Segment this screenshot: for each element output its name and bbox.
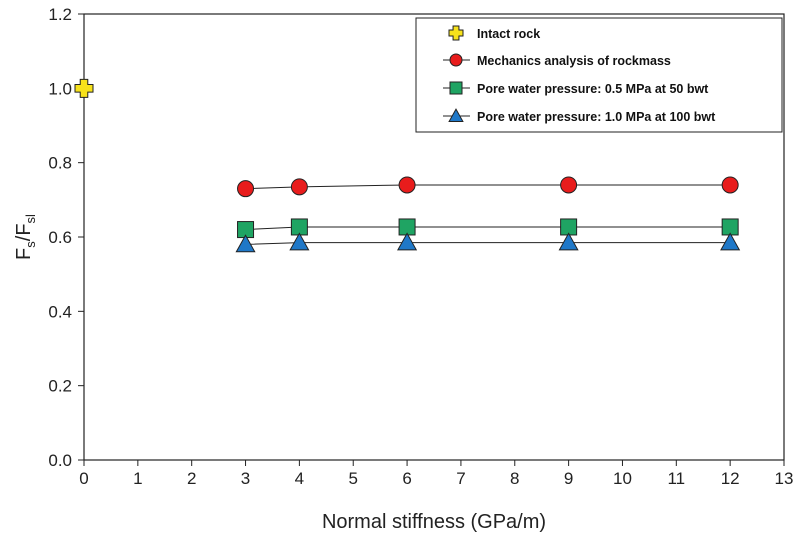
series-0 bbox=[74, 78, 94, 98]
data-point bbox=[397, 232, 418, 251]
x-axis-ticks: 0 1 2 3 4 5 6 7 8 9 10 11 12 13 bbox=[79, 460, 793, 488]
data-point bbox=[721, 176, 739, 194]
data-point bbox=[720, 232, 741, 251]
x-tick-label: 1 bbox=[133, 469, 142, 488]
data-point bbox=[558, 232, 579, 251]
y-tick-label: 0.6 bbox=[48, 228, 72, 247]
data-point bbox=[235, 234, 256, 253]
data-point bbox=[237, 180, 255, 198]
y-axis-title: Fs/Fsl bbox=[13, 214, 38, 260]
legend-label: Pore water pressure: 0.5 MPa at 50 bwt bbox=[477, 82, 709, 96]
x-tick-label: 9 bbox=[564, 469, 573, 488]
legend-marker bbox=[448, 108, 464, 123]
x-tick-label: 7 bbox=[456, 469, 465, 488]
data-point bbox=[560, 176, 578, 194]
y-axis-title-sub2: sl bbox=[23, 214, 38, 224]
data-point bbox=[74, 78, 94, 98]
legend-label: Pore water pressure: 1.0 MPa at 100 bwt bbox=[477, 110, 716, 124]
series-line bbox=[245, 226, 731, 231]
x-tick-label: 8 bbox=[510, 469, 519, 488]
legend-box bbox=[415, 17, 783, 133]
x-axis-title: Normal stiffness (GPa/m) bbox=[322, 511, 546, 533]
series-3 bbox=[235, 232, 741, 253]
series-line bbox=[245, 242, 731, 245]
y-tick-label: 0.8 bbox=[48, 154, 72, 173]
data-point bbox=[398, 176, 416, 194]
legend-marker bbox=[449, 81, 463, 95]
y-tick-label: 0.0 bbox=[48, 451, 72, 470]
x-tick-label: 0 bbox=[79, 469, 88, 488]
data-series bbox=[74, 78, 741, 253]
x-tick-label: 2 bbox=[187, 469, 196, 488]
y-axis-title-sub1: s bbox=[23, 241, 38, 248]
x-tick-label: 13 bbox=[775, 469, 794, 488]
x-tick-label: 3 bbox=[241, 469, 250, 488]
y-axis-ticks: 0.0 0.2 0.4 0.6 0.8 1.0 1.2 bbox=[48, 5, 84, 470]
legend-marker bbox=[449, 53, 463, 67]
series-1 bbox=[237, 176, 739, 198]
y-axis-title-main: F bbox=[13, 248, 35, 260]
x-tick-label: 10 bbox=[613, 469, 632, 488]
y-tick-label: 1.0 bbox=[48, 79, 72, 98]
data-point bbox=[289, 232, 310, 251]
x-tick-label: 4 bbox=[295, 469, 304, 488]
y-tick-label: 1.2 bbox=[48, 5, 72, 24]
y-axis-title-sep: /F bbox=[13, 223, 35, 241]
y-tick-label: 0.2 bbox=[48, 377, 72, 396]
x-tick-label: 6 bbox=[402, 469, 411, 488]
series-line bbox=[245, 184, 731, 190]
legend-label: Mechanics analysis of rockmass bbox=[477, 54, 671, 68]
legend-label: Intact rock bbox=[477, 27, 540, 41]
legend: Intact rock Mechanics analysis of rockmas… bbox=[415, 17, 783, 133]
legend-marker bbox=[448, 25, 464, 41]
y-tick-label: 0.4 bbox=[48, 302, 72, 321]
x-tick-label: 12 bbox=[721, 469, 740, 488]
data-point bbox=[290, 178, 308, 196]
series-2 bbox=[237, 218, 739, 239]
x-tick-label: 5 bbox=[348, 469, 357, 488]
x-tick-label: 11 bbox=[667, 469, 685, 488]
